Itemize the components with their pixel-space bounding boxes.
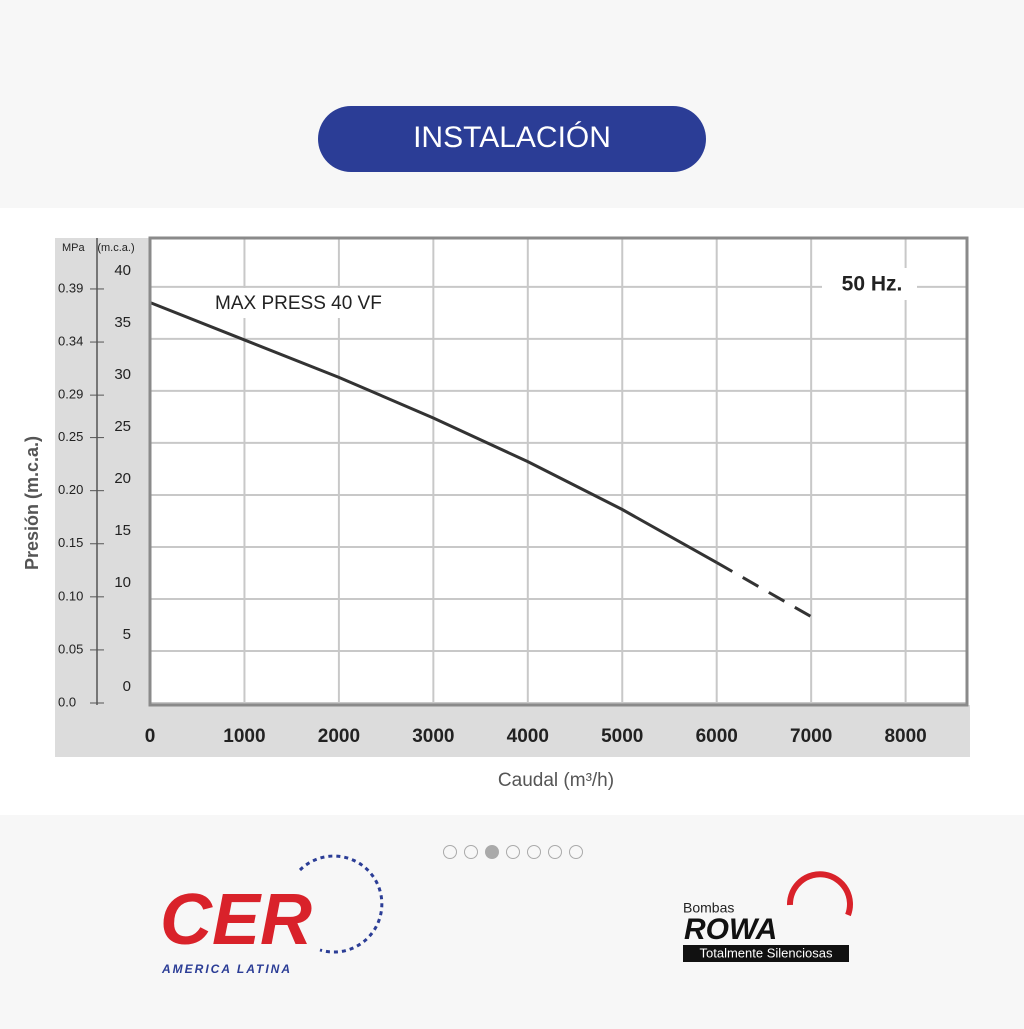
plot-border xyxy=(148,236,969,707)
dot[interactable] xyxy=(506,845,520,859)
dot-active[interactable] xyxy=(485,845,499,859)
logo-left: CER xyxy=(160,880,312,960)
dot[interactable] xyxy=(569,845,583,859)
button-label[interactable]: INSTALACIÓN xyxy=(413,121,611,154)
line xyxy=(715,561,812,618)
x-tick-label: 4000 xyxy=(507,726,549,747)
logo-left-sub: AMERICA LATINA xyxy=(161,962,292,976)
y-tick-label: 0 xyxy=(123,678,131,695)
y2-tick-label: 0.39 xyxy=(58,280,83,295)
y2-tick-label: 0.20 xyxy=(58,482,83,497)
y2-tick-label: 0.05 xyxy=(58,641,83,656)
dot[interactable] xyxy=(443,845,457,859)
footer-bg xyxy=(0,815,1024,1024)
y-axis-band xyxy=(55,238,150,708)
annotation-bg xyxy=(822,268,917,300)
y2-tick-label: 0.0 xyxy=(58,694,76,709)
y-tick-label: 30 xyxy=(114,366,131,383)
x-axis-band xyxy=(55,705,970,757)
dot[interactable] xyxy=(548,845,562,859)
y-tick-label: 5 xyxy=(123,626,131,643)
annotation: 50 Hz. xyxy=(842,273,903,296)
dot[interactable] xyxy=(527,845,541,859)
logo-right-top: Bombas xyxy=(683,900,734,916)
x-axis-title: Caudal (m³/h) xyxy=(498,770,614,791)
annotation-bg xyxy=(208,288,413,318)
x-tick-label: 7000 xyxy=(790,726,832,747)
logo-right: ROWA xyxy=(684,913,777,946)
x-tick-label: 8000 xyxy=(884,726,926,747)
x-tick-label: 2000 xyxy=(318,726,360,747)
button[interactable] xyxy=(318,106,706,172)
logo-right-sub: Totalmente Silenciosas xyxy=(700,945,833,960)
y2-tick-label: 0.10 xyxy=(58,588,83,603)
x-tick-label: 0 xyxy=(145,726,156,747)
x-tick-label: 5000 xyxy=(601,726,643,747)
carousel-dots xyxy=(443,845,583,859)
annotation: MAX PRESS 40 VF xyxy=(215,293,382,314)
x-tick-label: 6000 xyxy=(696,726,738,747)
logo-right-bar xyxy=(683,945,849,962)
axis-unit: MPa xyxy=(62,242,86,254)
y-tick-label: 25 xyxy=(114,418,131,435)
dot[interactable] xyxy=(464,845,478,859)
y2-tick-label: 0.25 xyxy=(58,429,83,444)
axis-unit: (m.c.a.) xyxy=(97,242,134,254)
y-tick-label: 35 xyxy=(114,314,131,331)
y-tick-label: 15 xyxy=(114,522,131,539)
line xyxy=(149,301,718,564)
y2-tick-label: 0.29 xyxy=(58,387,83,402)
x-tick-label: 3000 xyxy=(412,726,454,747)
y-tick-label: 40 xyxy=(114,262,131,279)
y-tick-label: 20 xyxy=(114,470,131,487)
header-bg xyxy=(0,0,1024,208)
y2-tick-label: 0.15 xyxy=(58,535,83,550)
logo-swirl xyxy=(786,871,853,917)
y2-tick-label: 0.34 xyxy=(58,333,83,348)
x-tick-label: 1000 xyxy=(223,726,265,747)
y-tick-label: 10 xyxy=(114,574,131,591)
y-axis-title: Presión (m.c.a.) xyxy=(22,436,42,570)
